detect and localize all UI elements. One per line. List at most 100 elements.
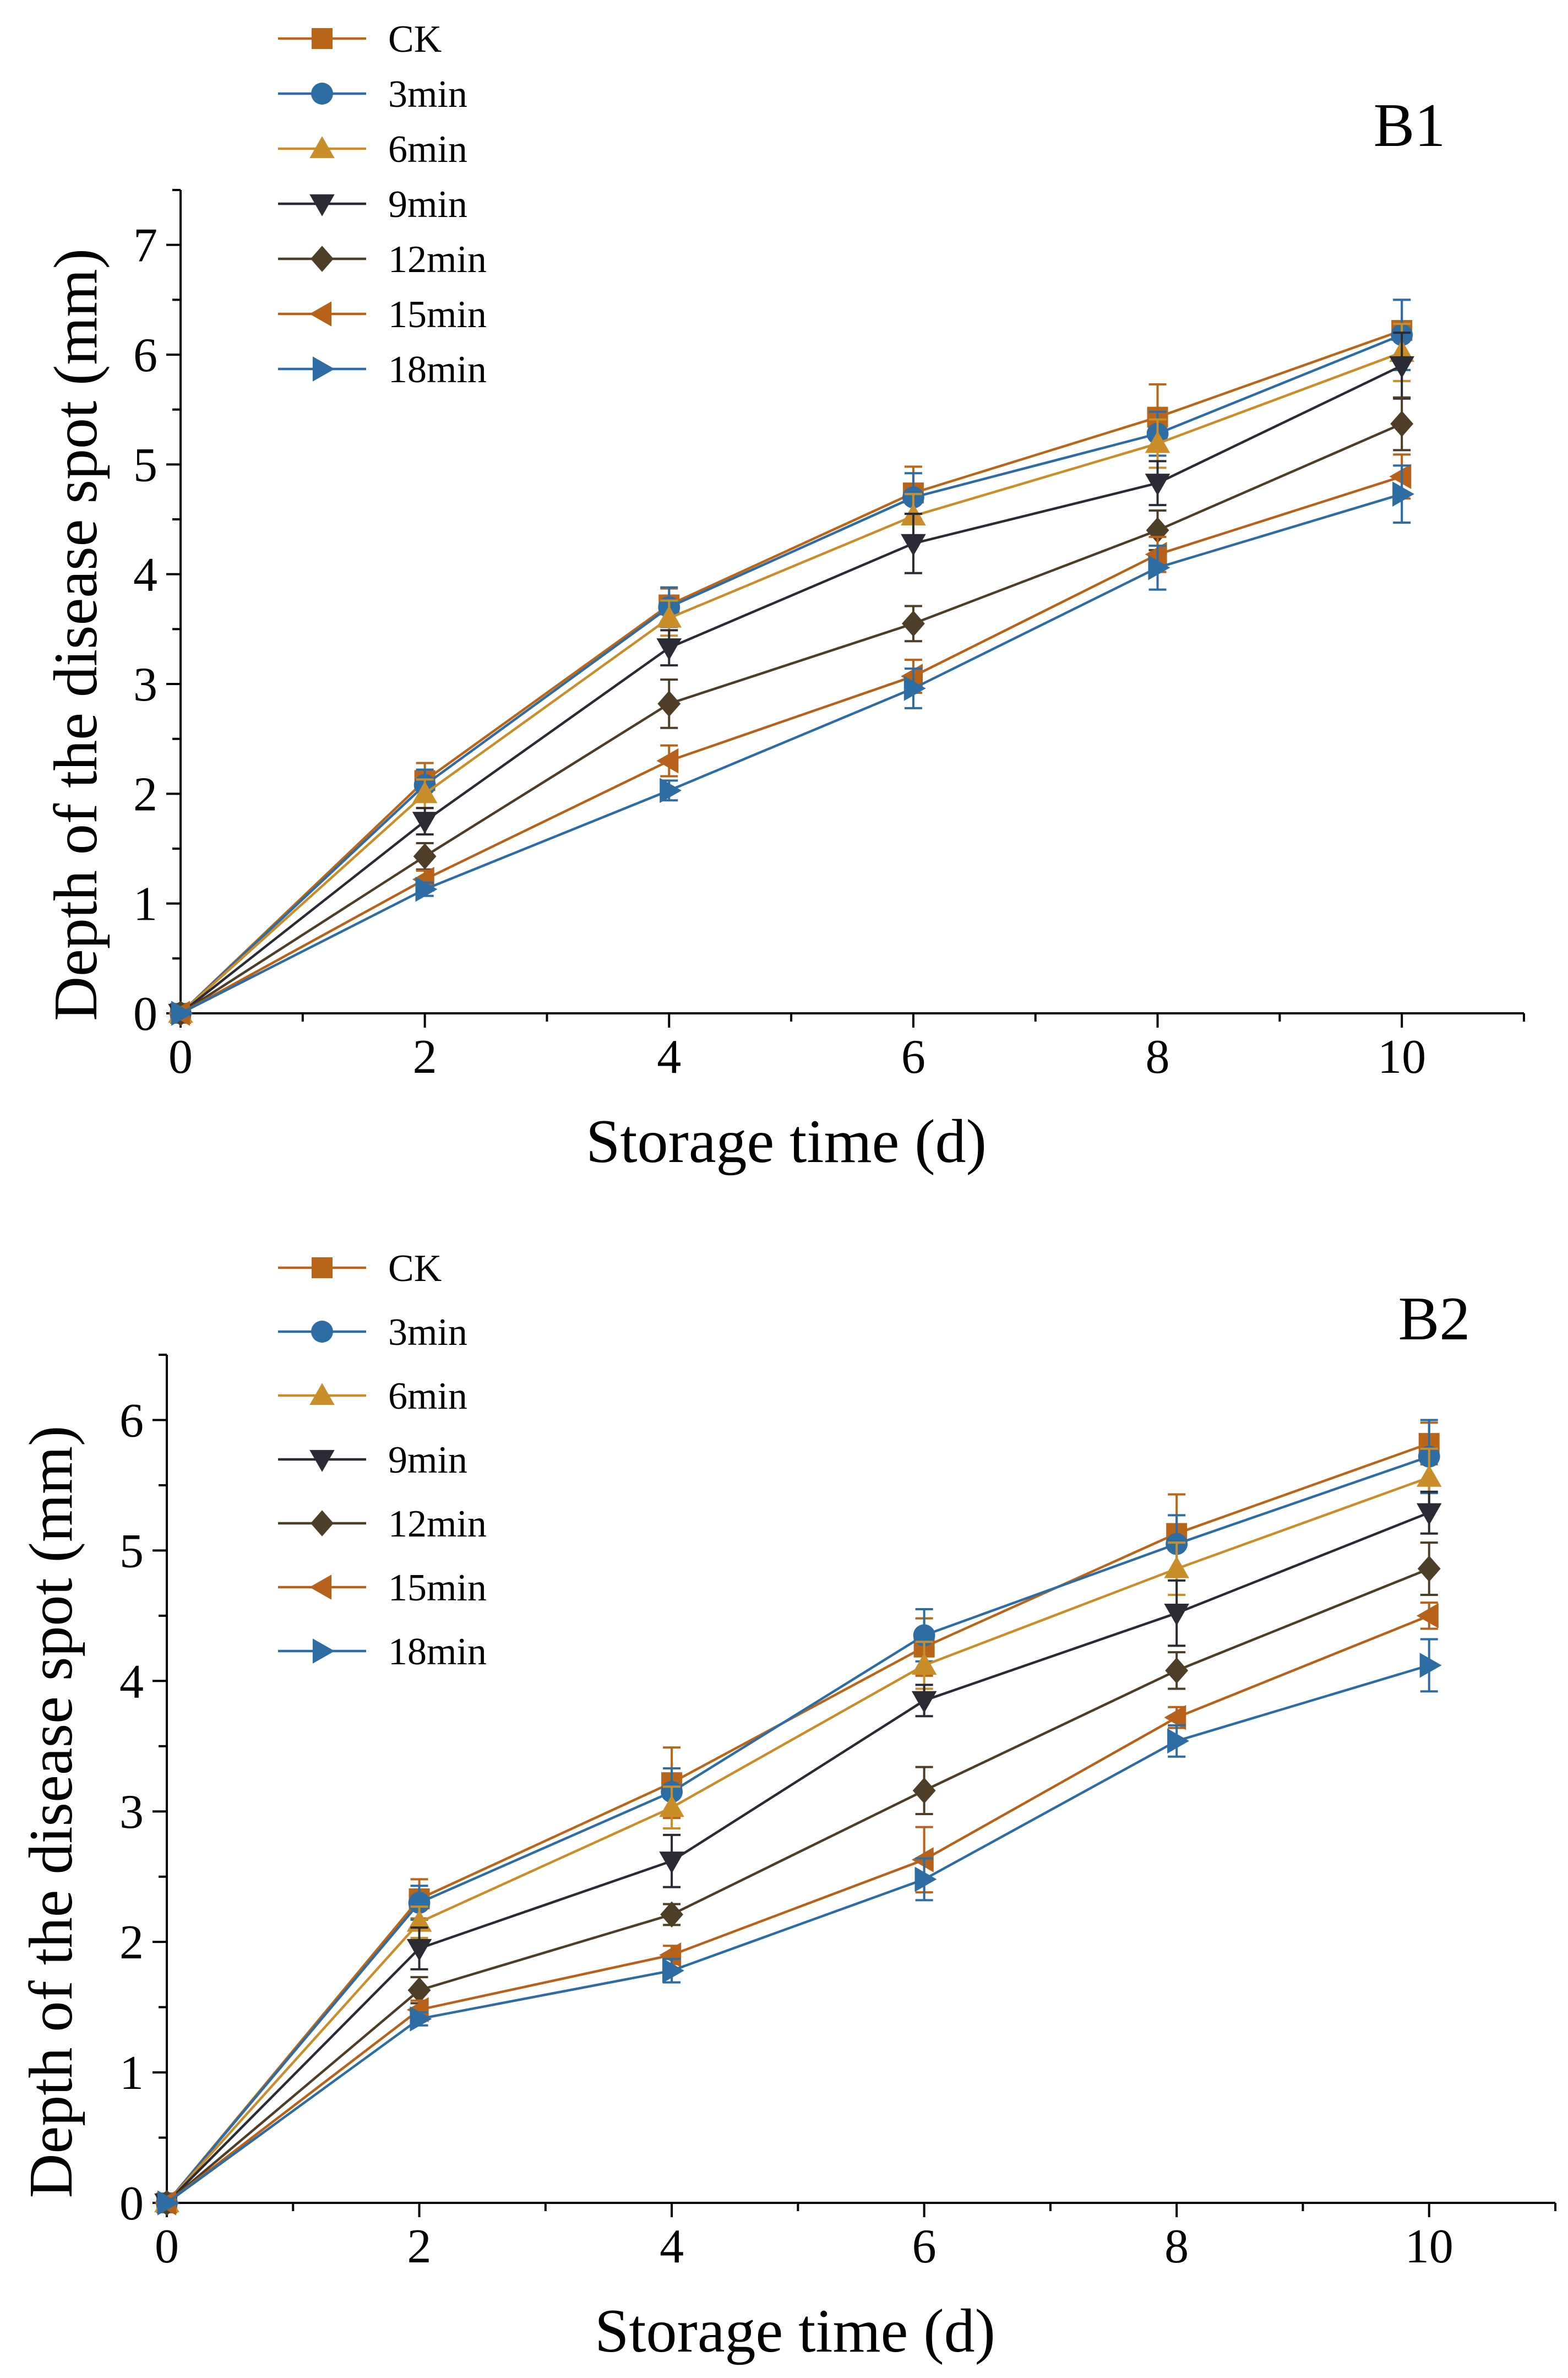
data-point — [412, 812, 438, 834]
data-point — [1416, 1603, 1439, 1628]
series-line — [166, 1664, 1430, 2204]
legend-label: 3min — [388, 1311, 467, 1354]
data-point — [1164, 1604, 1189, 1626]
data-point — [911, 1653, 937, 1675]
legend-marker — [311, 1321, 333, 1343]
x-tick-label: 10 — [1405, 2220, 1453, 2273]
y-tick-label: 4 — [133, 549, 157, 602]
data-point — [1145, 474, 1170, 496]
legend-label: 6min — [388, 1375, 467, 1418]
legend-label: 12min — [388, 1503, 487, 1545]
legend-label: CK — [388, 1247, 442, 1290]
data-point — [410, 2006, 432, 2032]
data-point — [407, 1977, 431, 2004]
series-line — [179, 334, 1403, 1014]
legend-marker — [312, 356, 335, 382]
y-tick-label: 4 — [119, 1655, 144, 1708]
data-point — [662, 1958, 684, 1984]
y-tick-label: 2 — [119, 1916, 144, 1969]
series-3min — [156, 1419, 1440, 2214]
series-12min — [155, 1541, 1441, 2216]
series-line — [179, 492, 1402, 1015]
legend-label: 12min — [388, 238, 487, 281]
data-point — [659, 1942, 682, 1968]
y-tick-label: 7 — [133, 219, 157, 273]
y-tick-label: 3 — [133, 658, 157, 712]
series-line — [179, 364, 1403, 1014]
legend-marker — [309, 1383, 335, 1405]
series-6min — [154, 1447, 1442, 2213]
series-line — [166, 1442, 1430, 2204]
legend-marker — [309, 136, 335, 159]
y-tick-label: 0 — [119, 2177, 144, 2230]
legend-marker — [309, 194, 335, 216]
legend-marker — [309, 301, 332, 327]
legend-marker — [309, 1449, 335, 1472]
data-point — [1389, 356, 1414, 378]
series-line — [166, 1567, 1430, 2204]
y-tick-label: 0 — [133, 987, 157, 1041]
legend-label: 9min — [388, 1439, 467, 1481]
data-point — [1145, 541, 1167, 567]
data-point — [656, 605, 682, 628]
data-point — [408, 1892, 431, 1914]
data-point — [1416, 1464, 1442, 1487]
series-line — [179, 475, 1402, 1014]
series-line — [166, 1455, 1430, 2204]
legend-marker — [312, 1257, 333, 1278]
legend-label: 6min — [388, 128, 467, 171]
data-point — [914, 1866, 937, 1892]
data-point — [1167, 1728, 1189, 1754]
legend-marker — [312, 1638, 335, 1664]
legend: CK 3min 6min 9min 12min 15min 18min — [278, 1247, 487, 1673]
legend-marker — [312, 28, 333, 49]
legend-marker — [311, 246, 334, 272]
data-point — [656, 748, 679, 774]
data-point — [1417, 1555, 1441, 1582]
series-line — [166, 1476, 1430, 2204]
data-point — [415, 876, 438, 902]
legend: CK 3min 6min 9min 12min 15min 18min — [278, 18, 487, 391]
series-18min — [171, 464, 1414, 1026]
series-line — [166, 1511, 1430, 2204]
data-point — [406, 1939, 432, 1961]
data-point — [659, 1852, 684, 1874]
data-point — [1416, 1503, 1442, 1525]
x-tick-label: 4 — [660, 2220, 684, 2273]
data-point — [912, 1777, 936, 1804]
y-tick-label: 2 — [133, 768, 157, 821]
legend-marker — [311, 83, 333, 105]
x-tick-label: 0 — [168, 1030, 193, 1084]
series-line — [179, 351, 1402, 1014]
data-point — [911, 1847, 934, 1872]
data-point — [903, 676, 926, 701]
data-point — [660, 778, 682, 803]
x-tick-label: 8 — [1146, 1030, 1170, 1084]
legend-label: 15min — [388, 1567, 487, 1609]
y-tick-label: 3 — [119, 1785, 144, 1839]
data-point — [1164, 1556, 1189, 1578]
panel-label: B1 — [1374, 91, 1446, 160]
y-tick-label: 6 — [119, 1394, 144, 1447]
data-point — [1389, 464, 1412, 490]
legend-label: 18min — [388, 1631, 487, 1673]
legend-label: 18min — [388, 349, 487, 391]
legend-label: 9min — [388, 183, 467, 226]
data-point — [660, 1901, 683, 1928]
data-point — [412, 781, 438, 803]
x-tick-label: 0 — [155, 2220, 179, 2273]
data-point — [1164, 1704, 1186, 1730]
data-point — [406, 1909, 432, 1932]
x-tick-label: 6 — [901, 1030, 925, 1084]
data-point — [911, 1691, 937, 1713]
chart-panel-b1: 0 2 4 6 8 10 0 1 2 3 4 5 6 7 Storage time (d) Depth of … — [42, 18, 1525, 1176]
legend-label: CK — [388, 18, 442, 61]
data-point — [1390, 410, 1414, 437]
legend-marker — [309, 1575, 332, 1600]
x-axis-title: Storage time (d) — [586, 1107, 987, 1176]
y-axis-title: Depth of the disease spot (mm) — [17, 1426, 85, 2198]
legend-label: 15min — [388, 294, 487, 336]
x-tick-label: 8 — [1164, 2220, 1189, 2273]
data-point — [901, 664, 923, 689]
